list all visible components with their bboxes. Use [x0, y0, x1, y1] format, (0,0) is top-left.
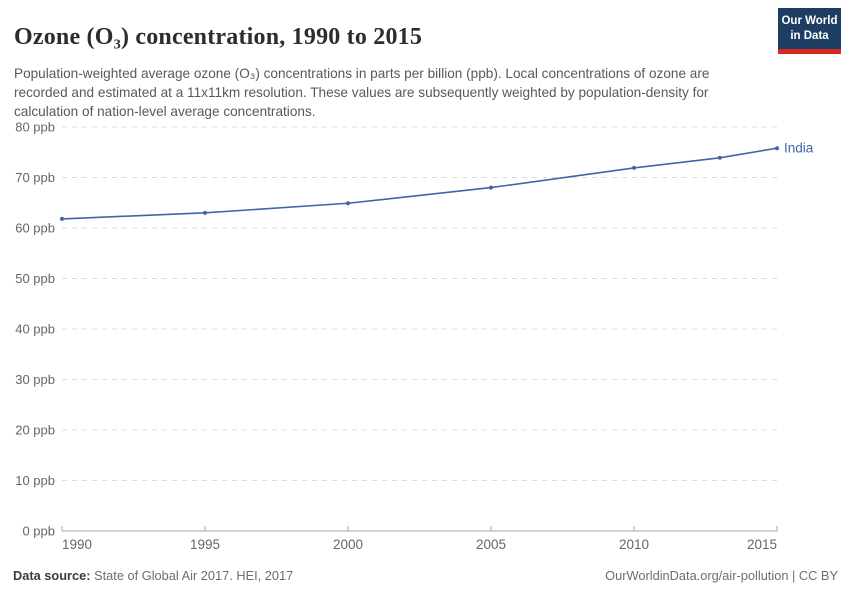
y-axis-tick-label: 80 ppb — [15, 120, 55, 135]
data-point-marker — [717, 155, 722, 160]
x-axis-tick-label: 2000 — [333, 537, 363, 552]
y-axis-tick-label: 60 ppb — [15, 221, 55, 236]
owid-logo-line1: Our World — [781, 15, 838, 27]
x-axis-tick-label: 2010 — [619, 537, 649, 552]
x-axis-tick-label: 1990 — [62, 537, 92, 552]
x-axis-tick-label: 2005 — [476, 537, 506, 552]
attribution-separator: | — [788, 568, 799, 583]
y-axis-tick-label: 0 ppb — [22, 524, 55, 539]
x-axis-tick-label: 2015 — [747, 537, 777, 552]
data-source-text: State of Global Air 2017. HEI, 2017 — [90, 568, 294, 583]
data-source-label: Data source: — [13, 568, 91, 583]
owid-logo[interactable]: Our World in Data — [778, 8, 841, 55]
data-point-marker — [203, 210, 207, 215]
y-axis-tick-label: 10 ppb — [15, 473, 55, 488]
data-point-marker — [775, 146, 779, 151]
y-axis-tick-label: 50 ppb — [15, 271, 55, 286]
chart-subtitle: Population-weighted average ozone (O₃) c… — [14, 65, 710, 120]
page-title: Ozone (O₃) concentration, 1990 to 2015 — [14, 24, 423, 51]
y-axis-tick-label: 30 ppb — [15, 372, 55, 387]
y-axis-tick-label: 40 ppb — [15, 322, 55, 337]
data-point-marker — [632, 165, 636, 170]
owid-url-link[interactable]: OurWorldinData.org/air-pollution — [605, 568, 789, 583]
series-label-india: India — [784, 141, 814, 156]
x-axis-tick-label: 1995 — [190, 537, 220, 552]
data-source-note: Data source: State of Global Air 2017. H… — [13, 568, 293, 583]
data-point-marker — [60, 216, 64, 221]
license-label: CC BY — [798, 568, 838, 583]
y-axis-tick-label: 70 ppb — [15, 170, 55, 185]
owid-logo-line2: in Data — [790, 30, 829, 43]
y-axis-tick-label: 20 ppb — [15, 423, 55, 438]
chart-line-india — [61, 147, 778, 220]
data-point-marker — [489, 185, 493, 190]
attribution-note: OurWorldinData.org/air-pollution | CC BY — [605, 568, 838, 583]
data-point-marker — [346, 201, 350, 206]
